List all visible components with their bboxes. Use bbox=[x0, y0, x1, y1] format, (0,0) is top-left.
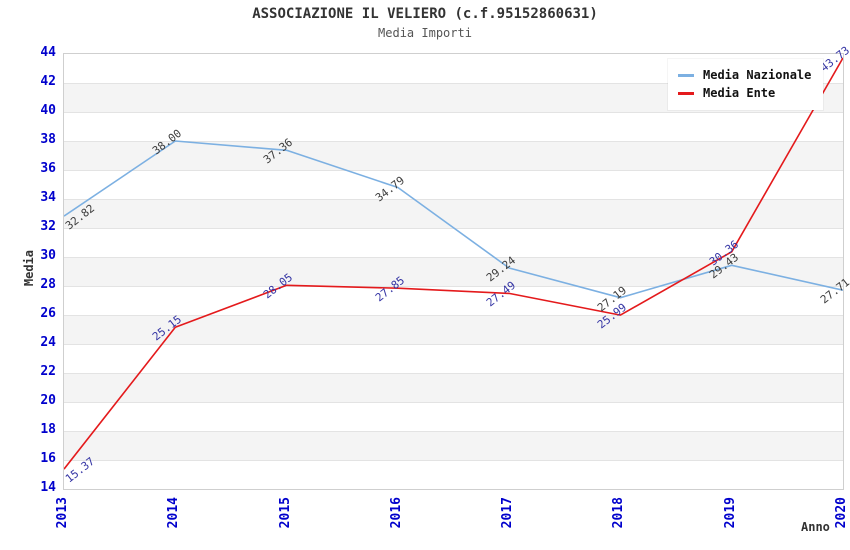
legend-item-media-nazionale: Media Nazionale bbox=[678, 68, 811, 82]
y-tick-label: 26 bbox=[40, 306, 56, 321]
y-tick-label: 14 bbox=[40, 480, 56, 495]
media-nazionale-line bbox=[64, 140, 843, 299]
x-tick-label: 2019 bbox=[722, 497, 738, 529]
legend-label: Media Nazionale bbox=[703, 68, 812, 82]
y-tick-label: 28 bbox=[40, 277, 56, 292]
y-tick-label: 34 bbox=[40, 190, 56, 205]
series-lines bbox=[64, 57, 843, 470]
grid-band bbox=[64, 112, 843, 141]
chart-subtitle: Media Importi bbox=[378, 26, 472, 40]
y-tick-label: 18 bbox=[40, 422, 56, 437]
grid-band bbox=[64, 402, 843, 431]
x-axis-title: Anno bbox=[801, 520, 830, 534]
grid-band bbox=[64, 170, 843, 199]
media-ente-swatch-icon bbox=[678, 91, 694, 95]
x-tick-label: 2017 bbox=[500, 497, 516, 529]
x-tick-label: 2018 bbox=[611, 497, 627, 529]
legend-item-media-ente: Media Ente bbox=[678, 86, 811, 100]
y-tick-label: 32 bbox=[40, 219, 56, 234]
x-tick-label: 2014 bbox=[166, 497, 182, 529]
x-tick-label: 2015 bbox=[277, 497, 293, 529]
x-tick-label: 2013 bbox=[55, 497, 70, 529]
chart-title: ASSOCIAZIONE IL VELIERO (c.f.95152860631… bbox=[252, 6, 598, 22]
y-tick-label: 36 bbox=[40, 161, 56, 176]
y-tick-label: 30 bbox=[40, 248, 56, 263]
legend-label: Media Ente bbox=[703, 86, 776, 100]
grid-band bbox=[64, 344, 843, 373]
y-tick-label: 40 bbox=[40, 103, 56, 118]
grid-band bbox=[64, 373, 843, 402]
y-tick-label: 24 bbox=[40, 335, 56, 350]
legend: Media Nazionale Media Ente bbox=[668, 59, 824, 110]
media-nazionale-swatch-icon bbox=[678, 73, 694, 77]
y-tick-label: 22 bbox=[40, 364, 56, 379]
y-tick-label: 44 bbox=[40, 45, 56, 60]
grid-band bbox=[64, 141, 843, 170]
y-tick-label: 20 bbox=[40, 393, 56, 408]
grid-band bbox=[64, 431, 843, 460]
grid-band bbox=[64, 460, 843, 489]
plot-area bbox=[63, 53, 844, 490]
y-tick-label: 42 bbox=[40, 74, 56, 89]
x-tick-label: 2016 bbox=[388, 497, 404, 529]
y-tick-label: 16 bbox=[40, 451, 56, 466]
media-ente-line bbox=[64, 57, 843, 470]
x-tick-label: 2020 bbox=[834, 497, 849, 529]
y-tick-label: 38 bbox=[40, 132, 56, 147]
grid-band bbox=[64, 199, 843, 228]
